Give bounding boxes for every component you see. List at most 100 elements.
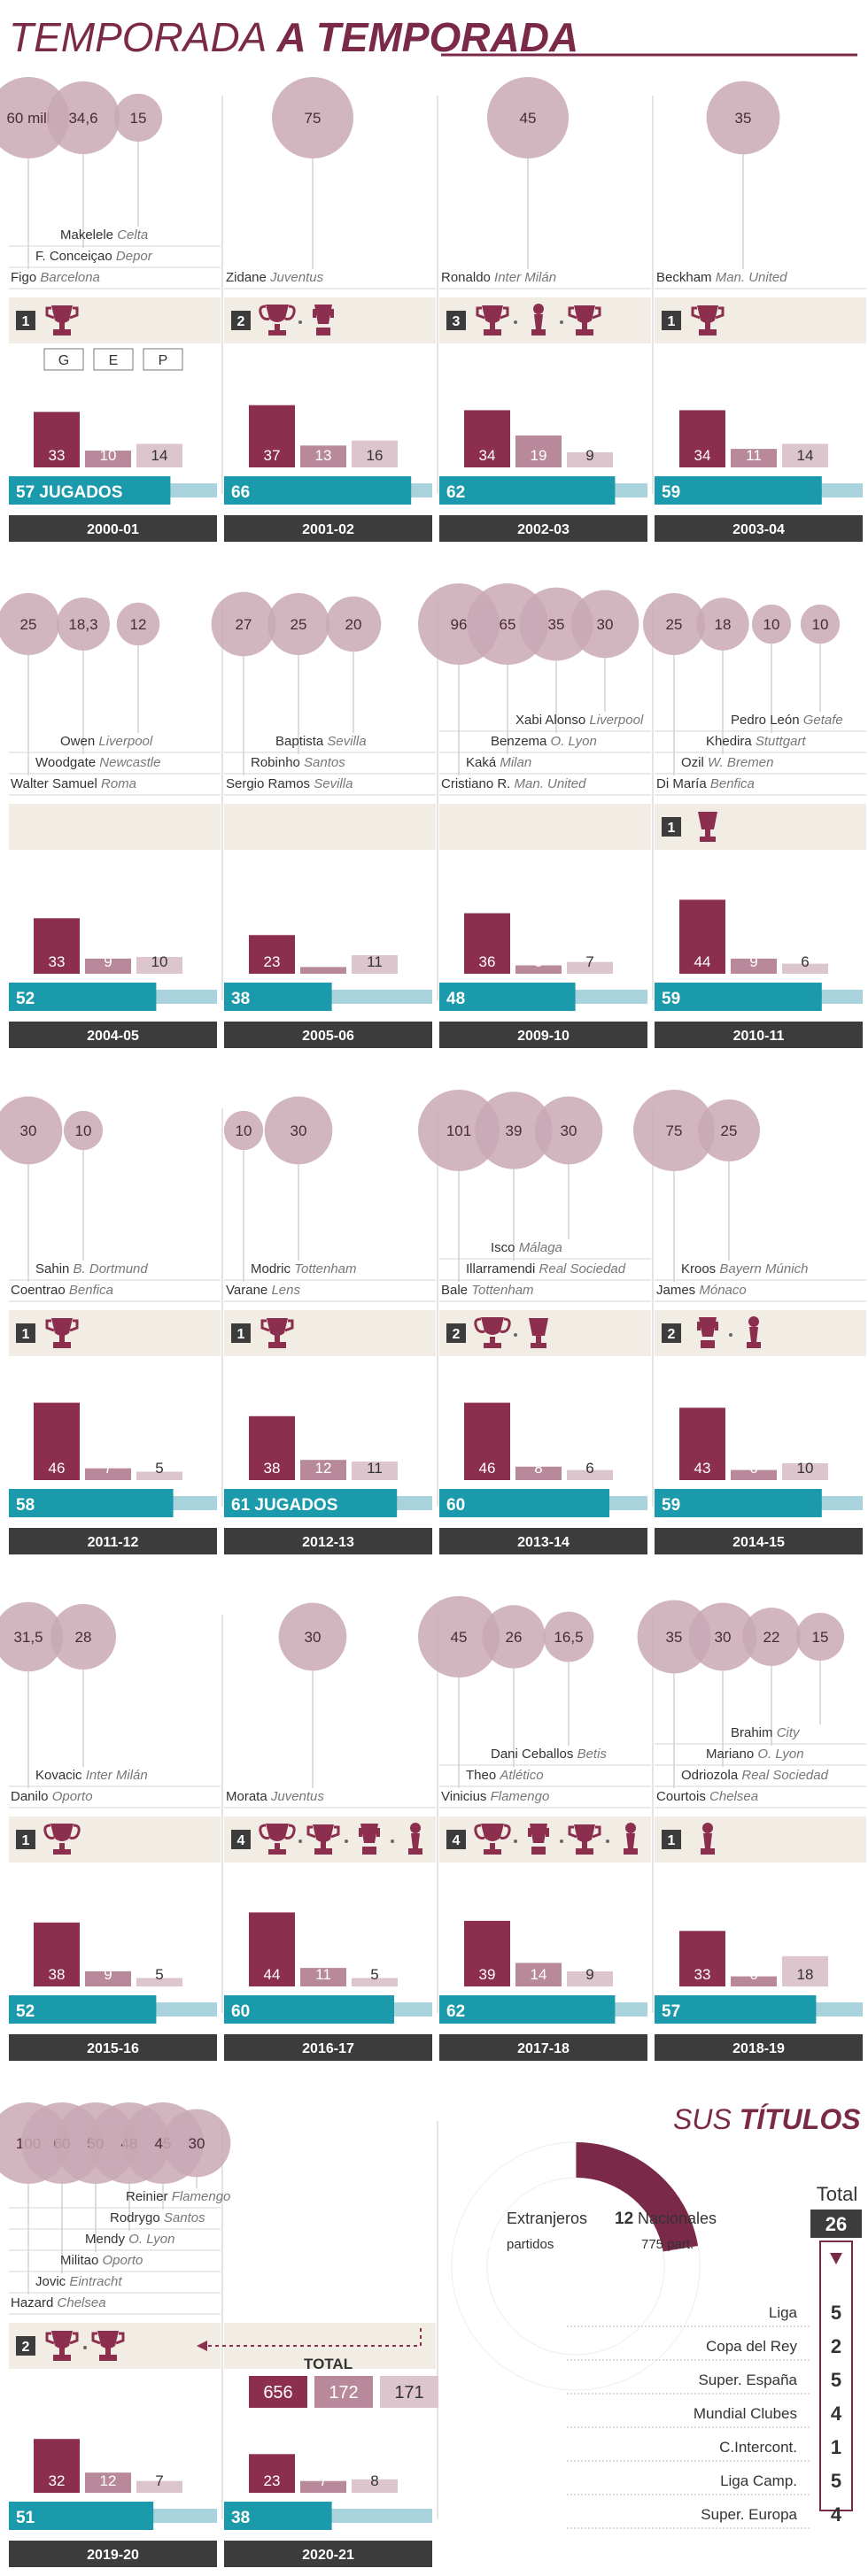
player-club: Bayern Múnich bbox=[719, 1261, 808, 1276]
played-count: 62 bbox=[446, 483, 465, 502]
fee-bubble-label: 30 bbox=[189, 2135, 205, 2152]
trophy-body bbox=[749, 1327, 758, 1342]
foreign-matches-label: partidos bbox=[507, 2237, 554, 2252]
fee-bubble-label: 65 bbox=[500, 616, 516, 633]
trophy-separator bbox=[514, 1333, 517, 1337]
fee-bubble bbox=[706, 81, 780, 155]
player-name: Jovic bbox=[35, 2274, 69, 2289]
legend-box bbox=[43, 348, 84, 371]
trophy-separator bbox=[83, 2346, 87, 2349]
fee-bubble-label: 15 bbox=[812, 1629, 829, 1646]
trophy-intercontinental-icon bbox=[531, 304, 546, 335]
foreign-matches: 224 bbox=[471, 2235, 497, 2252]
result-bar-p bbox=[136, 957, 182, 974]
fee-bubble bbox=[267, 593, 329, 655]
fee-bubble-label: 35 bbox=[666, 1629, 683, 1646]
fee-bubble bbox=[0, 1601, 64, 1672]
season-panel-2005-06: 27 25 20 Sergio Ramos Sevilla Robinho Santos… bbox=[211, 591, 438, 1048]
trophy-cup bbox=[698, 812, 717, 829]
titles-band bbox=[655, 1816, 866, 1863]
trophy-ball bbox=[748, 1316, 759, 1327]
trophy-stem bbox=[321, 1841, 326, 1848]
result-bar-e bbox=[85, 1971, 131, 1986]
titles-row-label: Copa del Rey bbox=[706, 2338, 798, 2355]
result-bar-label: 9 bbox=[104, 1966, 112, 1983]
trophy-cup bbox=[530, 1824, 547, 1843]
result-bar-label: 14 bbox=[151, 447, 168, 464]
titles-count: 1 bbox=[668, 821, 676, 836]
result-bar-g bbox=[464, 1402, 510, 1480]
titles-band bbox=[439, 1816, 651, 1863]
result-bar-p bbox=[782, 443, 828, 467]
trophy-stem bbox=[582, 322, 587, 329]
national-label: Nacionales bbox=[638, 2210, 717, 2227]
trophy-stem bbox=[705, 322, 710, 329]
season-label: 2003-04 bbox=[732, 522, 785, 537]
result-bar-g bbox=[249, 405, 295, 467]
signing-name: Mendy O. Lyon bbox=[85, 2232, 174, 2247]
national-matches: 775 part. bbox=[641, 2237, 694, 2252]
trophy-stem bbox=[59, 2348, 65, 2355]
fee-bubble-label: 10 bbox=[763, 616, 780, 633]
signing-name: F. Conceiçao Depor bbox=[35, 249, 153, 264]
result-bar-g bbox=[34, 1922, 80, 1986]
result-bar-p bbox=[352, 440, 398, 467]
trophy-liga-icon bbox=[45, 305, 79, 335]
season-panel-2000-01: 60 mill 34,6 15 Figo Barcelona F. Conceiçao … bbox=[0, 77, 223, 542]
player-name: Kroos bbox=[681, 1261, 719, 1276]
result-bar-e bbox=[85, 451, 131, 467]
trophy-base bbox=[53, 1342, 71, 1348]
player-club: Roma bbox=[101, 776, 136, 791]
player-club: Real Sociedad bbox=[741, 1768, 828, 1783]
fee-bubble-label: 75 bbox=[666, 1122, 683, 1139]
titles-row-value: 1 bbox=[831, 2436, 841, 2458]
season-label: 2000-01 bbox=[87, 522, 139, 537]
played-count: 58 bbox=[16, 1496, 35, 1515]
player-name: Hazard bbox=[11, 2295, 58, 2310]
trophy-handle-left bbox=[474, 1824, 485, 1839]
fee-bubble bbox=[325, 596, 382, 652]
result-bar-label: 34 bbox=[479, 447, 496, 464]
player-club: Santos bbox=[164, 2210, 205, 2225]
trophy-ball bbox=[625, 1823, 636, 1833]
titles-band bbox=[439, 804, 651, 850]
season-label-bg bbox=[224, 2034, 432, 2061]
legend-label: E bbox=[109, 353, 119, 368]
season-label-bg bbox=[439, 1022, 647, 1048]
signing-name: Robinho Santos bbox=[251, 755, 345, 770]
player-name: Woodgate bbox=[35, 755, 99, 770]
signing-name: Varane Lens bbox=[226, 1283, 300, 1298]
played-count: 52 bbox=[16, 990, 35, 1008]
result-bar-label: 9 bbox=[585, 447, 593, 464]
trophy-handle-right bbox=[500, 1824, 511, 1839]
signing-name: Coentrao Benfica bbox=[11, 1283, 113, 1298]
player-club: Man. United bbox=[515, 776, 587, 791]
trophy-handle-right bbox=[715, 306, 725, 320]
player-name: Ozil bbox=[681, 755, 708, 770]
fee-bubble bbox=[46, 81, 120, 155]
season-label-bg bbox=[9, 2034, 217, 2061]
result-bar-label: 13 bbox=[315, 447, 332, 464]
season-label: 2009-10 bbox=[517, 1029, 570, 1044]
trophy-handle-right bbox=[546, 1828, 549, 1837]
season-label-bg bbox=[9, 1022, 217, 1048]
trophy-stem bbox=[275, 1335, 280, 1342]
signing-name: Owen Liverpool bbox=[60, 734, 153, 749]
season-panel-2017-18: 45 26 16,5 Vinicius Flamengo Theo Atlético Da… bbox=[418, 1596, 654, 2061]
season-label-bg bbox=[224, 2541, 432, 2567]
page-title-bold: A TEMPORADA bbox=[275, 14, 578, 60]
played-bar-fill bbox=[655, 476, 822, 505]
fee-bubble bbox=[751, 604, 792, 644]
trophy-cup bbox=[97, 2331, 119, 2348]
titles-count-box bbox=[231, 1830, 251, 1849]
signing-name: Makelele Celta bbox=[60, 228, 148, 243]
foreign-label: Extranjeros bbox=[507, 2210, 587, 2227]
trophy-copa-icon bbox=[698, 812, 717, 842]
fee-bubble-label: 10 bbox=[75, 1122, 92, 1139]
player-club: Chelsea bbox=[58, 2295, 106, 2310]
fee-bubble-label: 25 bbox=[291, 616, 307, 633]
result-bar-e bbox=[731, 1976, 777, 1986]
player-club: Juventus bbox=[269, 270, 324, 285]
